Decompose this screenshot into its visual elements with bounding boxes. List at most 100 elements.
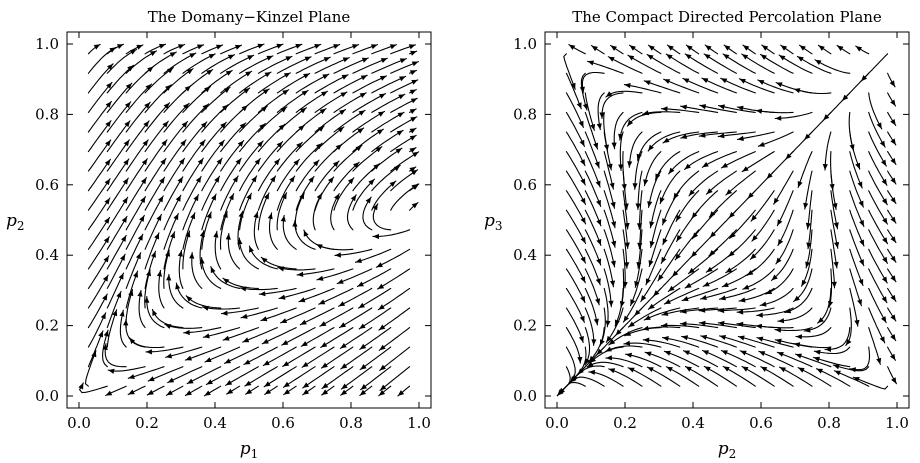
- stream-line: [680, 131, 719, 139]
- arrowhead: [881, 198, 888, 205]
- arrowhead: [145, 84, 152, 90]
- stream-line: [868, 248, 888, 284]
- arrowhead: [622, 281, 628, 288]
- stream-line: [260, 307, 297, 322]
- arrowhead: [262, 338, 269, 344]
- arrowhead: [704, 366, 711, 372]
- arrowhead: [680, 104, 687, 110]
- stream-line: [681, 287, 719, 302]
- y-tick-label: 0.8: [513, 105, 537, 123]
- arrowhead: [580, 276, 586, 283]
- arrowhead: [334, 193, 340, 201]
- arrowhead: [627, 55, 635, 61]
- stream-line: [849, 287, 859, 327]
- stream-line: [281, 327, 316, 346]
- stream-line: [146, 296, 165, 329]
- arrowhead: [853, 377, 860, 382]
- stream-line: [682, 350, 719, 368]
- stream-line: [755, 325, 794, 329]
- arrowhead: [606, 335, 612, 343]
- arrowhead: [676, 235, 682, 242]
- stream-line: [725, 248, 756, 274]
- arrowhead: [643, 337, 650, 343]
- stream-line: [333, 92, 367, 113]
- arrowhead: [166, 274, 172, 281]
- arrowhead: [289, 176, 295, 183]
- arrowhead: [661, 106, 668, 112]
- arrowhead: [141, 158, 148, 166]
- stream-line: [334, 248, 373, 256]
- stream-line: [650, 209, 662, 249]
- arrowhead: [163, 102, 170, 109]
- arrowhead: [314, 44, 321, 49]
- arrowhead: [719, 335, 726, 340]
- arrowhead: [223, 335, 230, 341]
- axis-ticks: 0.0 0.2 0.4 0.6 0.8 1.0 0.0 0.2 0.4 0.6 0.8 1.0: [35, 32, 431, 432]
- stream-line: [182, 121, 208, 153]
- stream-line: [144, 102, 171, 133]
- arrowhead: [876, 122, 882, 129]
- arrowhead: [849, 367, 857, 373]
- stream-line: [646, 53, 681, 74]
- stream-line: [201, 193, 217, 231]
- arrowhead: [359, 389, 367, 396]
- arrowhead: [882, 256, 888, 264]
- arrowhead: [137, 290, 143, 297]
- arrowhead: [710, 231, 716, 238]
- arrowhead: [845, 339, 852, 346]
- stream-line: [603, 190, 616, 229]
- arrowhead: [765, 289, 773, 295]
- stream-line: [106, 272, 125, 309]
- stream-line: [354, 248, 392, 263]
- stream-line: [718, 287, 756, 300]
- arrowhead: [610, 260, 616, 267]
- y-tick-label: 0.0: [513, 387, 537, 405]
- stream-line: [795, 327, 832, 338]
- stream-line: [636, 131, 662, 161]
- stream-line: [668, 151, 700, 175]
- arrowhead: [777, 352, 784, 357]
- arrowhead: [318, 299, 326, 305]
- stream-line: [178, 249, 184, 289]
- stream-line: [333, 109, 366, 133]
- stream-line: [87, 63, 114, 94]
- arrowhead: [235, 44, 242, 50]
- arrowhead: [206, 69, 213, 76]
- stream-line: [201, 54, 236, 74]
- stream-line: [813, 346, 851, 355]
- stream-line: [868, 327, 881, 365]
- arrowhead: [395, 148, 402, 154]
- arrowhead: [106, 82, 112, 89]
- arrowhead: [766, 172, 773, 179]
- stream-line: [603, 170, 616, 209]
- arrowhead: [156, 214, 162, 221]
- arrowhead: [360, 364, 367, 370]
- y-tick-label: 0.6: [513, 176, 537, 194]
- arrowhead: [108, 368, 115, 374]
- arrowhead: [615, 329, 622, 336]
- stream-line: [346, 194, 357, 231]
- arrowhead: [283, 72, 291, 78]
- stream-line: [87, 312, 107, 348]
- arrowhead: [211, 194, 217, 201]
- stream-line: [657, 248, 681, 282]
- arrowhead: [189, 252, 195, 259]
- arrowhead: [165, 84, 172, 91]
- arrowhead: [737, 321, 744, 327]
- arrowhead: [739, 78, 746, 84]
- arrowhead: [257, 141, 264, 148]
- arrowhead: [890, 216, 896, 224]
- arrowhead: [784, 308, 792, 314]
- stream-line: [220, 54, 255, 74]
- stream-line: [868, 170, 888, 206]
- arrowhead: [239, 122, 246, 129]
- arrowhead: [104, 198, 110, 205]
- stream-line: [144, 232, 160, 270]
- arrowhead: [218, 140, 225, 147]
- stream-line: [637, 170, 643, 211]
- arrowhead: [775, 338, 782, 344]
- stream-line: [371, 129, 404, 153]
- stream-line: [588, 371, 624, 387]
- stream-line: [182, 85, 212, 113]
- stream-line: [607, 56, 643, 74]
